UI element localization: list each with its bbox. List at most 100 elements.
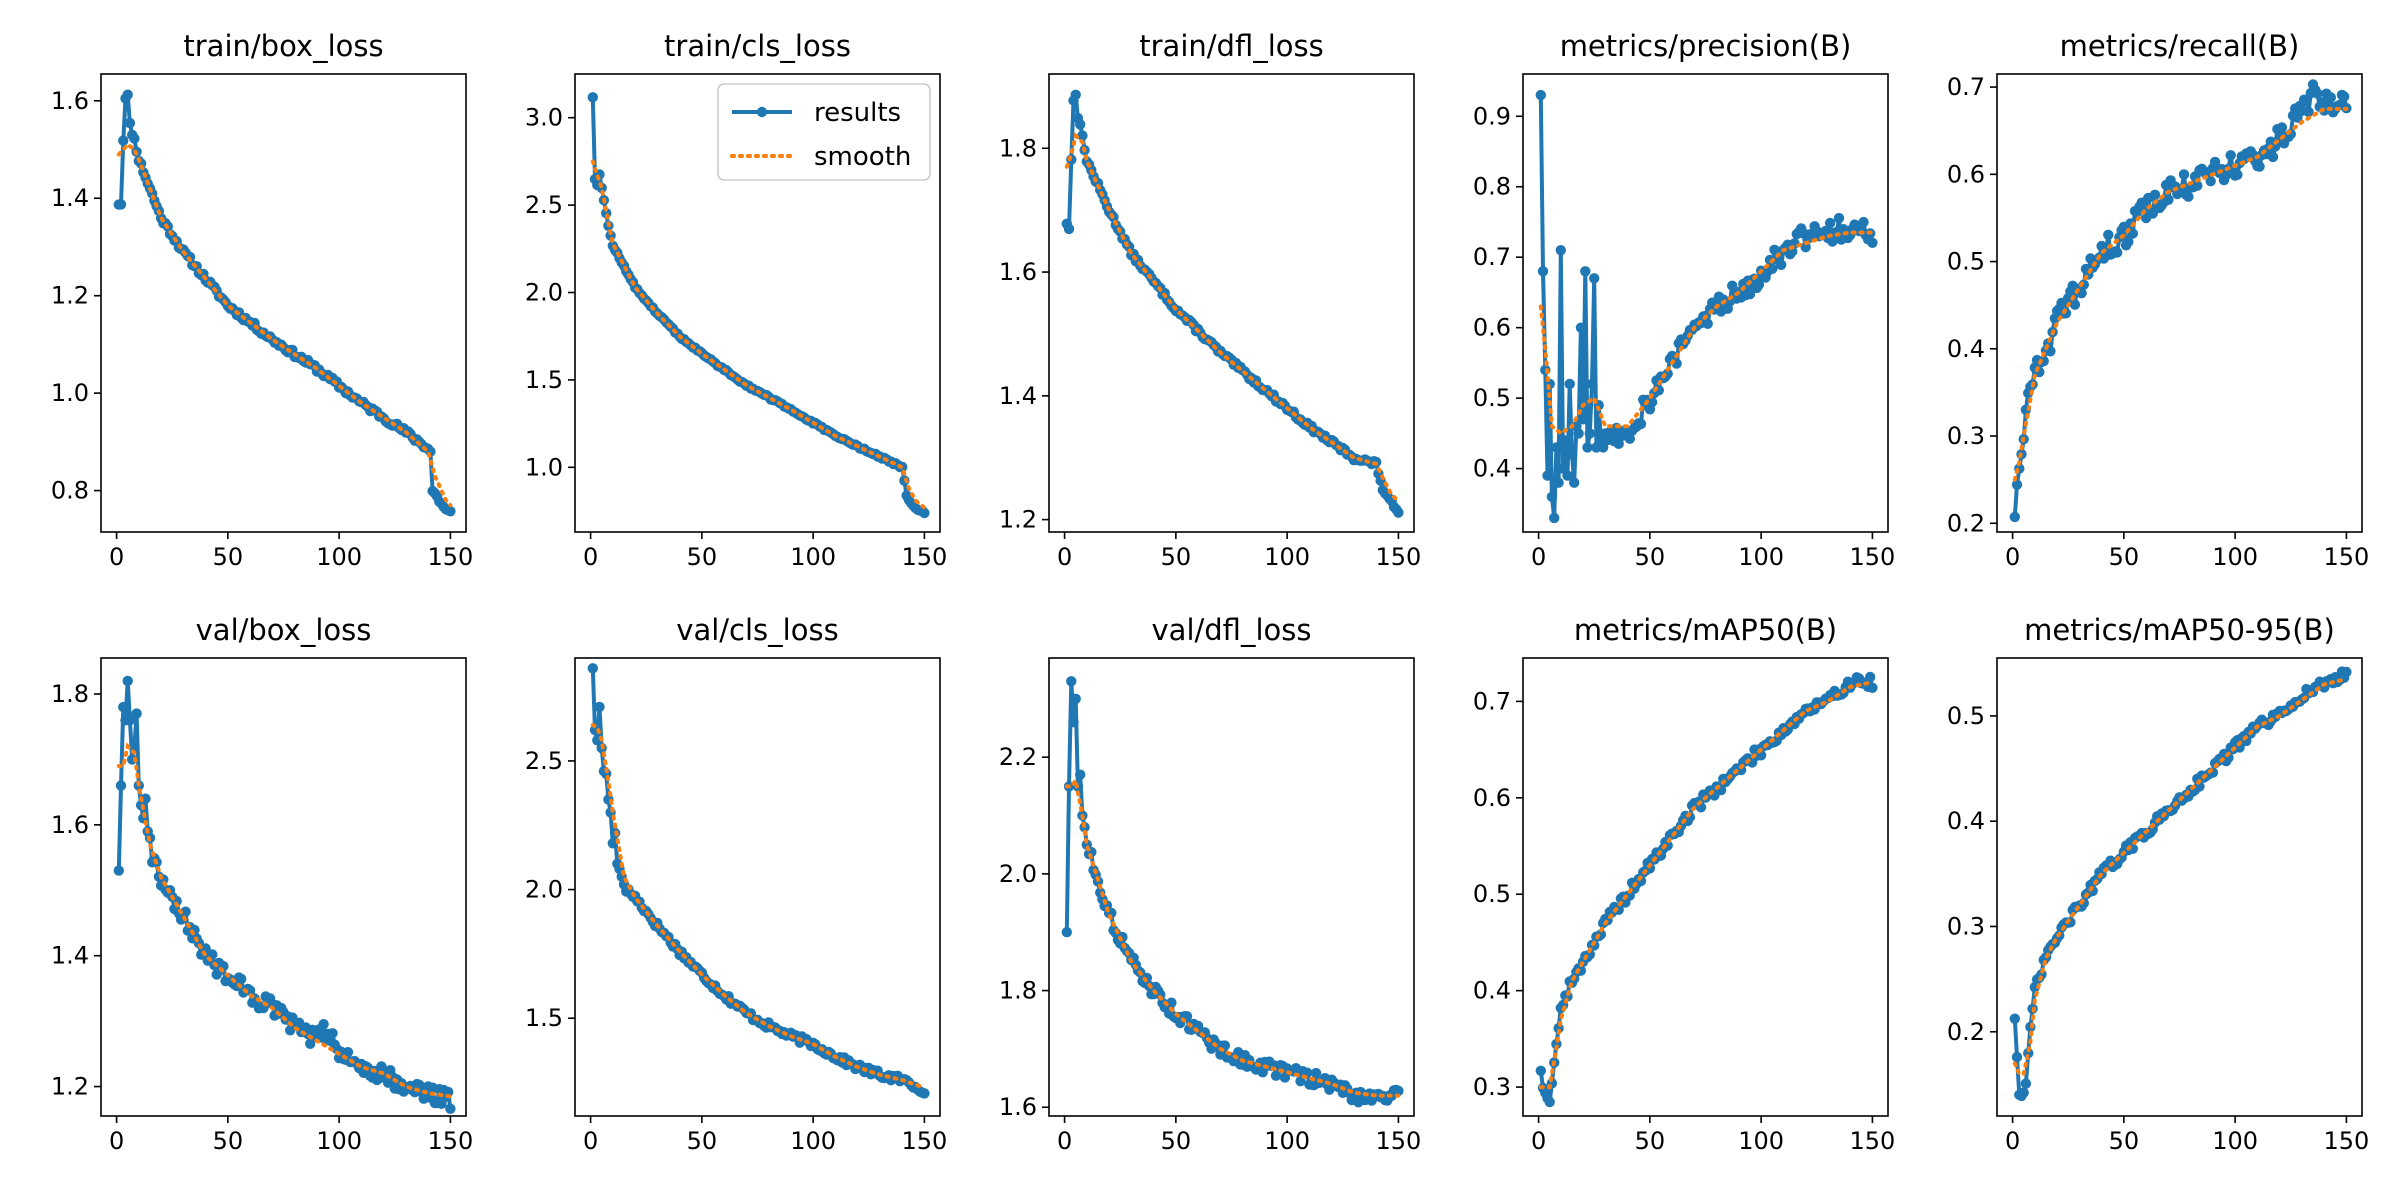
axes-frame [1048, 657, 1415, 1117]
results-point [1867, 682, 1878, 693]
axes-frame [100, 73, 467, 533]
results-point [443, 1086, 454, 1098]
subplot-val-cls-loss: val/cls_loss 0 50 100 150 1.5 2.0 2.5 [525, 613, 947, 1155]
smooth-line [1064, 775, 1401, 1098]
x-tick-label: 150 [902, 543, 948, 571]
results-point [1744, 289, 1756, 300]
results-point [1584, 428, 1596, 439]
results-point [180, 906, 191, 917]
results-point [1393, 1085, 1404, 1097]
axes-frame [1996, 657, 2363, 1117]
x-tick-label: 100 [790, 543, 836, 571]
x-tick-label: 150 [902, 1127, 948, 1155]
subplot-title: metrics/precision(B) [1560, 29, 1852, 63]
y-tick-label: 0.2 [1947, 1018, 1985, 1046]
results-point [2301, 96, 2312, 107]
results-point [587, 663, 598, 674]
y-tick-label: 0.6 [1473, 784, 1511, 812]
smooth-line [590, 722, 927, 1090]
y-tick-label: 1.6 [51, 811, 89, 839]
x-tick-label: 150 [1376, 543, 1422, 571]
results-point [1767, 263, 1778, 274]
results-point [2312, 88, 2323, 99]
results-point [1061, 927, 1073, 938]
x-tick-label: 150 [1850, 1127, 1896, 1155]
x-tick-label: 0 [109, 543, 124, 571]
subplot-title: metrics/mAP50-95(B) [2024, 613, 2335, 647]
y-tick-label: 2.0 [525, 876, 563, 904]
results-point [587, 92, 598, 103]
y-tick-label: 1.2 [999, 506, 1037, 534]
results-point [1833, 212, 1845, 224]
x-tick-label: 100 [1738, 543, 1784, 571]
x-tick-label: 0 [1057, 543, 1072, 571]
x-tick-label: 0 [583, 543, 598, 571]
x-tick-label: 150 [428, 1127, 474, 1155]
results-point [1393, 507, 1404, 518]
smooth-line [2012, 106, 2349, 482]
results-point [115, 199, 127, 210]
results-point [1573, 428, 1584, 439]
results-point [919, 1088, 930, 1099]
results-point [1867, 237, 1878, 248]
axes-frame [574, 73, 941, 533]
results-line [1538, 675, 1875, 1104]
results-point [2123, 236, 2134, 247]
x-tick-label: 0 [2005, 1127, 2020, 1155]
subplot-title: train/cls_loss [664, 29, 851, 63]
x-tick-label: 0 [1057, 1127, 1072, 1155]
y-tick-label: 2.5 [525, 191, 563, 219]
x-tick-label: 50 [213, 1127, 244, 1155]
results-point [2011, 479, 2023, 490]
results-point [2205, 176, 2216, 187]
subplot-title: metrics/recall(B) [2060, 29, 2300, 63]
legend-label-smooth: smooth [814, 142, 911, 172]
y-tick-label: 0.8 [1473, 173, 1511, 201]
smooth-line [590, 159, 927, 510]
subplot-title: train/box_loss [183, 29, 383, 63]
x-tick-label: 100 [1264, 1127, 1310, 1155]
results-point [1549, 512, 1560, 524]
results-point [2192, 180, 2203, 191]
x-tick-label: 50 [2109, 1127, 2140, 1155]
y-tick-label: 2.0 [525, 279, 563, 307]
results-point [118, 135, 129, 146]
results-point [1535, 1065, 1547, 1077]
results-point [1535, 89, 1547, 101]
results-point [1310, 1067, 1322, 1079]
y-tick-label: 0.6 [1473, 314, 1511, 342]
series-group [1535, 671, 1878, 1108]
subplot-title: val/dfl_loss [1152, 613, 1312, 647]
x-tick-label: 50 [1635, 1127, 1666, 1155]
y-tick-label: 0.6 [1947, 160, 1985, 188]
results-point [1553, 477, 1564, 488]
legend-label-results: results [814, 98, 901, 128]
results-point [1070, 693, 1081, 704]
y-tick-label: 1.5 [525, 366, 563, 394]
y-tick-label: 1.0 [51, 379, 89, 407]
results-point [2069, 299, 2081, 310]
series-group [1061, 676, 1404, 1108]
results-line [2012, 669, 2349, 1098]
y-tick-label: 1.4 [51, 942, 89, 970]
results-point [236, 973, 247, 985]
y-tick-label: 0.4 [1473, 977, 1511, 1005]
results-point [1753, 279, 1765, 290]
y-tick-label: 1.8 [51, 680, 89, 708]
results-point [1537, 266, 1549, 277]
results-point [1827, 236, 1838, 247]
x-tick-label: 150 [1850, 543, 1896, 571]
x-tick-label: 50 [687, 1127, 718, 1155]
x-tick-label: 0 [583, 1127, 598, 1155]
results-point [2325, 92, 2336, 103]
results-point [1560, 435, 1571, 446]
results-point [129, 133, 140, 144]
y-tick-label: 1.4 [999, 382, 1037, 410]
results-point [594, 701, 605, 713]
results-point [2232, 169, 2243, 180]
results-point [1569, 477, 1580, 488]
results-point [2254, 161, 2265, 172]
series-group [1535, 89, 1878, 524]
axes-frame [1996, 73, 2363, 533]
series-group [2009, 79, 2352, 523]
